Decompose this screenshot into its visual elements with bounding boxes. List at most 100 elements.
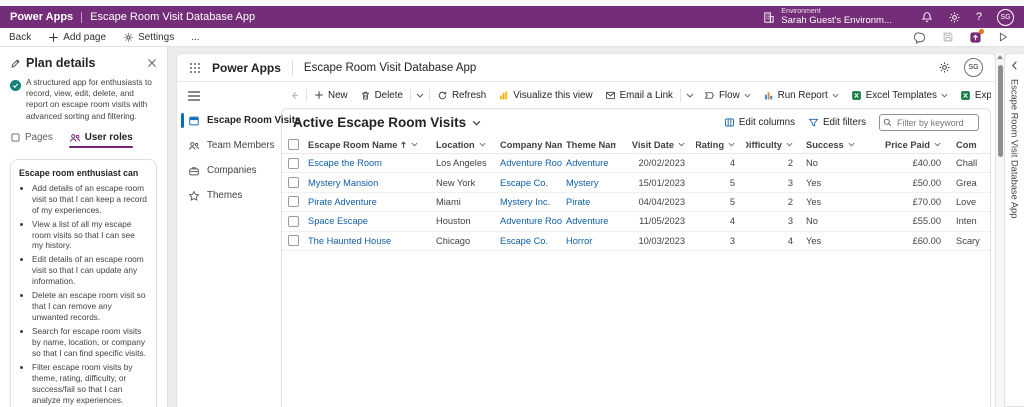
edit-columns-label: Edit columns bbox=[739, 117, 795, 128]
command-bar: New Delete Refresh bbox=[281, 82, 991, 108]
column-header-escape-room-name[interactable]: Escape Room Name bbox=[304, 136, 432, 153]
comments-icon[interactable] bbox=[914, 31, 927, 44]
environment-name: Sarah Guest's Environm... bbox=[781, 16, 892, 26]
flow-button[interactable]: Flow bbox=[698, 85, 757, 105]
run-report-button[interactable]: Run Report bbox=[757, 85, 845, 105]
collapse-chevron-icon[interactable] bbox=[1011, 61, 1018, 70]
add-page-button[interactable]: Add page bbox=[48, 32, 106, 43]
excel-icon bbox=[960, 90, 971, 101]
column-header-rating[interactable]: Rating bbox=[696, 136, 746, 153]
back-arrow-button[interactable] bbox=[284, 85, 305, 105]
escape-room-name-link[interactable]: The Haunted House bbox=[304, 232, 432, 250]
plan-panel-title: Plan details bbox=[26, 56, 95, 70]
app-header-brand[interactable]: Power Apps bbox=[212, 61, 281, 75]
settings-button[interactable]: Settings bbox=[123, 32, 174, 43]
scrollbar-thumb[interactable] bbox=[998, 65, 1003, 157]
column-header-theme-name[interactable]: Theme Name bbox=[562, 136, 616, 153]
edit-columns-button[interactable]: Edit columns bbox=[724, 117, 795, 128]
chevron-down-icon bbox=[934, 142, 941, 147]
notifications-icon[interactable] bbox=[921, 11, 933, 23]
escape-room-name-link[interactable]: Pirate Adventure bbox=[304, 193, 432, 211]
column-header-comments[interactable]: Com bbox=[952, 136, 988, 153]
row-checkbox[interactable] bbox=[288, 196, 299, 207]
sort-ascending-icon bbox=[400, 141, 407, 149]
edit-filters-button[interactable]: Edit filters bbox=[808, 117, 866, 128]
company-link[interactable]: Mystery Inc. bbox=[496, 193, 562, 211]
environment-picker[interactable]: Environment Sarah Guest's Environm... bbox=[762, 8, 892, 26]
save-icon[interactable] bbox=[942, 31, 954, 43]
escape-room-name-link[interactable]: Escape the Room bbox=[304, 154, 432, 172]
row-checkbox[interactable] bbox=[288, 216, 299, 227]
help-icon[interactable]: ? bbox=[976, 12, 982, 23]
more-commands-button[interactable]: ... bbox=[191, 32, 199, 43]
table-row[interactable]: Escape the Room Los Angeles Adventure Ro… bbox=[282, 154, 990, 173]
location-cell: New York bbox=[432, 173, 496, 191]
export-excel-button[interactable]: Export to Excel bbox=[954, 85, 991, 105]
waffle-icon[interactable] bbox=[189, 62, 201, 74]
column-header-difficulty[interactable]: Difficulty bbox=[746, 136, 802, 153]
company-link[interactable]: Adventure Rooms bbox=[496, 154, 562, 172]
sidebar-item-companies[interactable]: Companies bbox=[177, 158, 281, 183]
sidebar-item-team-members[interactable]: Team Members bbox=[177, 133, 281, 158]
titlebar-actions: Environment Sarah Guest's Environm... ? … bbox=[762, 8, 1014, 26]
gear-icon[interactable] bbox=[948, 11, 961, 24]
gear-icon[interactable] bbox=[938, 61, 951, 74]
save-and-publish-icon[interactable] bbox=[969, 31, 982, 44]
location-cell: Houston bbox=[432, 212, 496, 230]
theme-link[interactable]: Mystery bbox=[562, 173, 616, 191]
company-link[interactable]: Adventure Rooms bbox=[496, 212, 562, 230]
price-paid-cell: £50.00 bbox=[860, 173, 952, 191]
tab-pages[interactable]: Pages bbox=[10, 132, 53, 148]
column-header-price-paid[interactable]: Price Paid bbox=[860, 136, 952, 153]
table-row[interactable]: Space Escape Houston Adventure Rooms Adv… bbox=[282, 212, 990, 231]
column-header-success[interactable]: Success bbox=[802, 136, 860, 153]
column-header-location[interactable]: Location bbox=[432, 136, 496, 153]
company-link[interactable]: Escape Co. bbox=[496, 173, 562, 191]
refresh-button[interactable]: Refresh bbox=[431, 85, 492, 105]
new-button[interactable]: New bbox=[308, 85, 354, 105]
tab-user-roles[interactable]: User roles bbox=[69, 132, 133, 148]
command-divider bbox=[429, 89, 430, 102]
escape-room-name-link[interactable]: Space Escape bbox=[304, 212, 432, 230]
chevron-down-icon bbox=[744, 93, 751, 98]
column-header-visit-date[interactable]: Visit Date bbox=[616, 136, 696, 153]
success-cell: Yes bbox=[802, 193, 860, 211]
select-all-checkbox[interactable] bbox=[288, 139, 299, 150]
user-role-card: Escape room enthusiast can Add details o… bbox=[10, 159, 157, 407]
theme-link[interactable]: Pirate bbox=[562, 193, 616, 211]
row-checkbox[interactable] bbox=[288, 177, 299, 188]
company-link[interactable]: Escape Co. bbox=[496, 232, 562, 250]
theme-link[interactable]: Horror bbox=[562, 232, 616, 250]
app-user-avatar[interactable]: SG bbox=[964, 58, 983, 77]
column-header-company-name[interactable]: Company Name bbox=[496, 136, 562, 153]
play-icon[interactable] bbox=[997, 31, 1009, 43]
theme-link[interactable]: Adventure bbox=[562, 154, 616, 172]
vertical-scrollbar[interactable] bbox=[996, 53, 1004, 407]
tab-user-roles-label: User roles bbox=[85, 132, 133, 143]
excel-templates-button[interactable]: Excel Templates bbox=[845, 85, 954, 105]
table-icon bbox=[188, 115, 200, 127]
powerapps-brand[interactable]: Power Apps bbox=[10, 11, 73, 23]
table-row[interactable]: Pirate Adventure Miami Mystery Inc. Pira… bbox=[282, 193, 990, 212]
email-link-button[interactable]: Email a Link bbox=[599, 85, 679, 105]
hamburger-icon[interactable] bbox=[177, 87, 281, 108]
delete-button[interactable]: Delete bbox=[354, 85, 409, 105]
row-checkbox[interactable] bbox=[288, 235, 299, 246]
table-row[interactable]: Mystery Mansion New York Escape Co. Myst… bbox=[282, 173, 990, 192]
email-split-chevron[interactable] bbox=[682, 85, 698, 105]
theme-link[interactable]: Adventure bbox=[562, 212, 616, 230]
sidebar-item-themes[interactable]: Themes bbox=[177, 183, 281, 208]
row-checkbox[interactable] bbox=[288, 158, 299, 169]
visualize-view-button[interactable]: Visualize this view bbox=[492, 85, 598, 105]
close-icon[interactable] bbox=[147, 58, 157, 68]
filter-by-keyword-input[interactable] bbox=[879, 114, 979, 131]
difficulty-cell: 2 bbox=[746, 193, 802, 211]
view-selector[interactable]: Active Escape Room Visits bbox=[293, 115, 481, 130]
table-row[interactable]: The Haunted House Chicago Escape Co. Hor… bbox=[282, 232, 990, 251]
scroll-up-arrow-icon[interactable] bbox=[997, 55, 1003, 59]
escape-room-name-link[interactable]: Mystery Mansion bbox=[304, 173, 432, 191]
sidebar-item-escape-room-visits[interactable]: Escape Room Visits bbox=[177, 108, 281, 133]
delete-split-chevron[interactable] bbox=[412, 85, 428, 105]
account-avatar[interactable]: SG bbox=[997, 9, 1014, 26]
back-button[interactable]: Back bbox=[9, 32, 31, 43]
